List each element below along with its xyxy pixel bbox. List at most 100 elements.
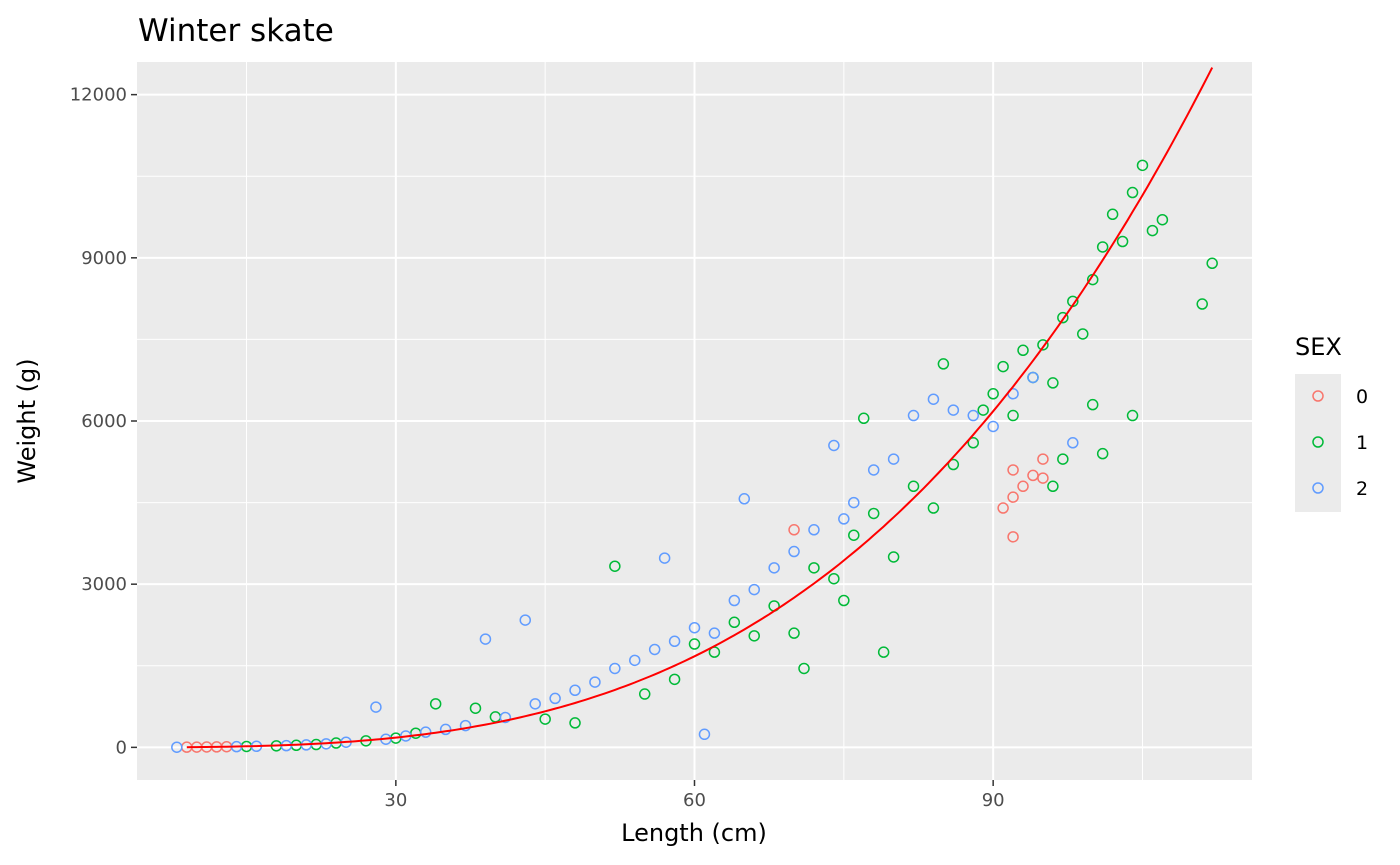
data-point: [1017, 344, 1029, 357]
data-point: [638, 688, 651, 700]
legend-label-0: 0: [1356, 386, 1368, 408]
data-point: [171, 741, 183, 753]
data-point: [1096, 447, 1109, 460]
data-point: [997, 360, 1009, 373]
data-point: [828, 572, 840, 585]
data-point: [997, 502, 1009, 514]
data-point: [1037, 453, 1049, 465]
data-point: [977, 404, 989, 416]
data-point: [569, 717, 581, 729]
x-tick-label: 30: [384, 790, 407, 811]
data-point: [668, 635, 681, 648]
data-point: [788, 524, 800, 536]
x-axis-label: Length (cm): [621, 819, 767, 847]
data-point: [838, 594, 850, 607]
data-point: [549, 692, 561, 705]
data-point: [419, 726, 432, 738]
data-point: [798, 662, 810, 675]
data-point: [499, 711, 512, 724]
chart-title: Winter skate: [138, 13, 334, 49]
data-point: [967, 437, 979, 449]
data-point: [857, 412, 870, 425]
legend-label-2: 2: [1356, 478, 1368, 500]
data-point: [1206, 257, 1218, 270]
y-tick-label: 6000: [81, 411, 127, 432]
x-axis: 30 60 90: [384, 780, 1005, 811]
data-point: [1007, 464, 1019, 476]
data-point: [569, 684, 581, 696]
y-tick-label: 3000: [81, 574, 127, 595]
data-point: [1047, 377, 1059, 389]
data-point: [370, 701, 382, 713]
data-point: [1146, 224, 1159, 237]
y-axis: 0 3000 6000 9000 12000: [70, 85, 137, 758]
data-point: [469, 702, 482, 714]
y-axis-label: Weight (g): [13, 358, 41, 483]
legend-label-1: 1: [1356, 432, 1368, 454]
data-point: [788, 627, 800, 639]
legend-items: 0 1 2: [1312, 386, 1368, 500]
data-point: [459, 719, 472, 732]
data-point: [688, 621, 701, 634]
data-point: [529, 698, 541, 710]
data-point: [519, 614, 532, 626]
data-point: [838, 513, 850, 525]
data-point: [668, 673, 681, 686]
data-point: [698, 728, 711, 741]
data-point: [439, 723, 452, 736]
data-point: [688, 638, 701, 650]
data-point: [907, 409, 920, 422]
data-point: [1106, 208, 1119, 221]
data-point: [1067, 437, 1079, 449]
data-point: [1086, 398, 1099, 411]
legend: SEX 0 1 2: [1295, 333, 1368, 512]
data-point: [728, 594, 741, 607]
data-point: [1096, 241, 1109, 253]
data-point: [609, 662, 621, 675]
data-point: [609, 560, 621, 572]
legend-title: SEX: [1295, 333, 1342, 361]
data-point: [748, 630, 760, 642]
data-point: [1196, 298, 1208, 310]
data-point: [987, 388, 999, 400]
data-point: [629, 654, 641, 667]
data-point: [808, 524, 820, 536]
data-point: [429, 698, 442, 710]
legend-key-1: [1312, 436, 1324, 448]
data-point: [967, 409, 979, 422]
data-point: [867, 507, 880, 520]
data-point: [748, 583, 760, 596]
data-point: [589, 676, 601, 688]
data-point: [828, 439, 840, 452]
fit-line: [186, 67, 1214, 749]
data-point: [768, 562, 780, 574]
data-point: [887, 551, 900, 563]
data-point: [1156, 213, 1169, 226]
y-tick-label: 9000: [81, 248, 127, 269]
data-point: [808, 562, 820, 574]
data-point: [1136, 159, 1149, 172]
data-point: [1126, 186, 1139, 199]
legend-key-0: [1312, 390, 1324, 402]
data-point: [1017, 480, 1029, 493]
data-point: [867, 464, 880, 476]
data-point: [738, 493, 751, 505]
data-point: [987, 420, 999, 433]
data-point: [1007, 531, 1019, 543]
data-point: [848, 529, 860, 541]
data-point: [1116, 235, 1129, 248]
legend-key-2: [1312, 482, 1324, 494]
data-point: [788, 545, 800, 558]
data-point: [927, 393, 940, 405]
data-point: [708, 627, 721, 639]
data-point: [877, 646, 890, 658]
legend-key-background: [1295, 374, 1341, 512]
data-point: [1047, 480, 1059, 493]
data-point: [1077, 328, 1089, 340]
data-point: [1057, 311, 1069, 324]
data-point: [907, 480, 920, 493]
grid-major: [137, 62, 1252, 780]
data-point: [1007, 409, 1019, 422]
data-point: [927, 502, 940, 514]
